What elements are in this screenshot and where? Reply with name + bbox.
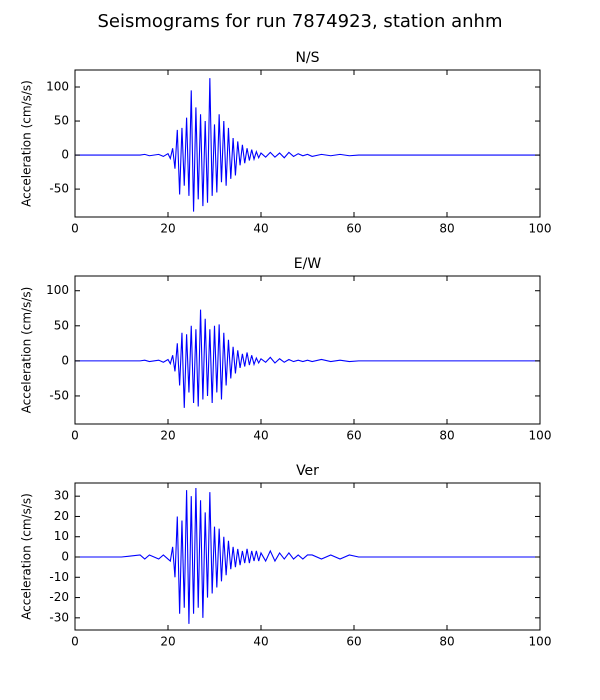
x-tick-label: 100 <box>529 429 552 443</box>
y-tick-label: 10 <box>54 529 69 543</box>
y-tick-label: 0 <box>61 148 69 162</box>
y-tick-label: 50 <box>54 318 69 332</box>
axes-frame <box>74 275 541 425</box>
x-tick-label: 60 <box>346 429 361 443</box>
y-axis-label: Acceleration (cm/s/s) <box>20 493 34 620</box>
y-tick-label: -50 <box>49 388 69 402</box>
x-tick-label: 80 <box>439 429 454 443</box>
x-tick-label: 20 <box>160 635 175 649</box>
axes-frame <box>74 482 541 631</box>
axes-frame <box>74 69 541 218</box>
x-tick-label: 0 <box>71 222 79 236</box>
y-tick-label: 30 <box>54 489 69 503</box>
y-tick-label: 100 <box>46 283 69 297</box>
x-tick-label: 0 <box>71 635 79 649</box>
x-tick-label: 80 <box>439 635 454 649</box>
x-tick-label: 60 <box>346 222 361 236</box>
subplot-title: N/S <box>295 50 319 66</box>
y-tick-label: -50 <box>49 182 69 196</box>
figure-title: Seismograms for run 7874923, station anh… <box>98 11 503 32</box>
seismogram-line <box>75 78 540 212</box>
subplot-title: Ver <box>296 463 319 479</box>
x-tick-label: 80 <box>439 222 454 236</box>
seismogram-line <box>75 488 540 624</box>
y-tick-label: 0 <box>61 353 69 367</box>
seismogram-line <box>75 309 540 408</box>
x-tick-label: 20 <box>160 222 175 236</box>
x-tick-label: 40 <box>253 635 268 649</box>
x-tick-label: 100 <box>529 222 552 236</box>
x-tick-label: 100 <box>529 635 552 649</box>
y-axis-label: Acceleration (cm/s/s) <box>20 80 34 207</box>
y-tick-label: 100 <box>46 80 69 94</box>
x-tick-label: 40 <box>253 429 268 443</box>
x-tick-label: 60 <box>346 635 361 649</box>
y-tick-label: -10 <box>49 570 69 584</box>
y-tick-label: -30 <box>49 610 69 624</box>
y-axis-label: Acceleration (cm/s/s) <box>20 287 34 414</box>
subplot-title: E/W <box>294 256 322 272</box>
y-tick-label: -20 <box>49 590 69 604</box>
y-tick-label: 20 <box>54 509 69 523</box>
x-tick-label: 20 <box>160 429 175 443</box>
y-tick-label: 50 <box>54 114 69 128</box>
x-tick-label: 0 <box>71 429 79 443</box>
x-tick-label: 40 <box>253 222 268 236</box>
y-tick-label: 0 <box>61 550 69 564</box>
